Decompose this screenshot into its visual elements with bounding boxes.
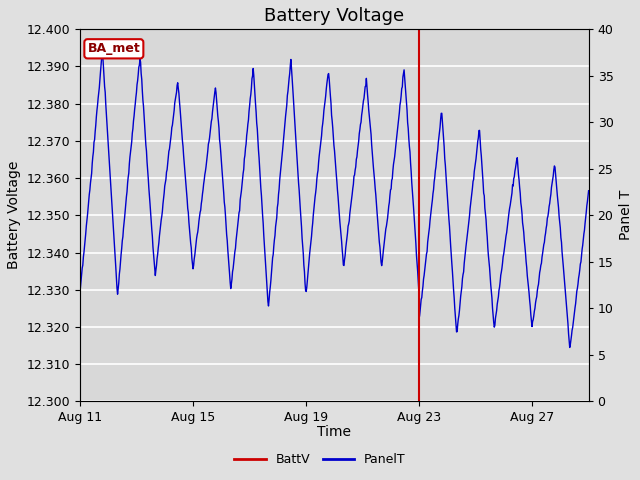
Text: BA_met: BA_met [88, 42, 140, 55]
Legend: BattV, PanelT: BattV, PanelT [229, 448, 411, 471]
X-axis label: Time: Time [317, 425, 351, 440]
Title: Battery Voltage: Battery Voltage [264, 7, 404, 25]
Y-axis label: Battery Voltage: Battery Voltage [7, 161, 21, 269]
Y-axis label: Panel T: Panel T [619, 190, 633, 240]
